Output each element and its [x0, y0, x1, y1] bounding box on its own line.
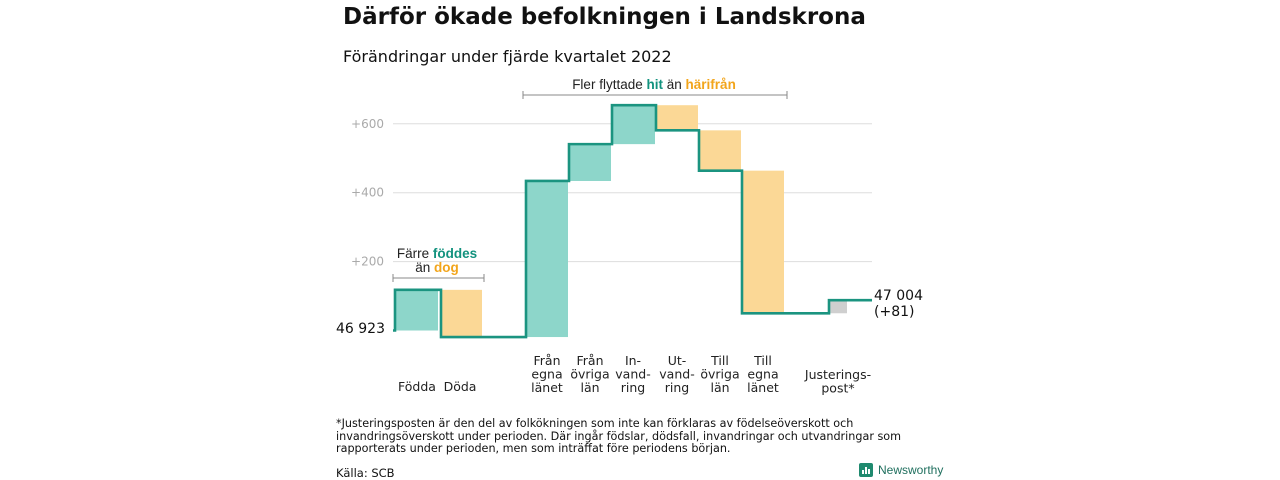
footnote: *Justeringsposten är den del av folkökni…	[336, 417, 902, 456]
end-change-label: (+81)	[874, 304, 914, 320]
y-tick-label: +400	[351, 186, 384, 200]
births-annotation-line1: Färre föddes	[397, 246, 477, 261]
category-label: egna	[747, 367, 778, 382]
births-annotation-text2: än	[415, 260, 430, 275]
deaths-annotation-strong: dog	[434, 260, 459, 275]
brand-name: Newsworthy	[878, 463, 944, 477]
category-label: In-	[625, 353, 641, 368]
start-value-label: 46 923	[336, 321, 385, 337]
waterfall-bar	[395, 289, 438, 331]
waterfall-bar	[656, 105, 698, 131]
source-label: Källa: SCB	[336, 466, 395, 480]
end-value-label: 47 004	[874, 288, 923, 304]
migration-annotation-strong1: hit	[646, 77, 663, 92]
line-layer	[393, 103, 872, 339]
category-label: län	[580, 380, 599, 395]
births-annotation-line2: än dog	[415, 260, 459, 275]
category-label: post*	[821, 381, 854, 396]
migration-annotation-strong2: härifrån	[686, 77, 736, 92]
waterfall-bar	[699, 130, 741, 171]
category-label: Justerings-	[804, 367, 871, 382]
y-tick-label: +200	[351, 255, 384, 269]
category-label: län	[710, 380, 729, 395]
category-label: Ut-	[668, 353, 687, 368]
category-label: länet	[531, 380, 563, 395]
category-label: Döda	[444, 379, 477, 394]
category-label: Till	[753, 353, 772, 368]
migration-annotation-prefix: Fler flyttade	[572, 77, 643, 92]
waterfall-bar	[441, 289, 482, 338]
births-annotation-text: Färre	[397, 246, 429, 261]
category-label: övriga	[700, 367, 739, 382]
category-label: ring	[665, 380, 689, 395]
waterfall-bar	[829, 300, 847, 314]
category-label: Från	[576, 353, 603, 368]
migration-annotation: Fler flyttade hit än härifrån	[522, 77, 788, 99]
migration-annotation-text: Fler flyttade hit än härifrån	[572, 77, 736, 92]
bar-layer	[395, 105, 847, 338]
waterfall-bar	[569, 144, 611, 181]
waterfall-bar	[742, 170, 784, 314]
births-annotation: Färre föddes än dog	[392, 246, 485, 282]
category-label: övriga	[570, 367, 609, 382]
category-label: Till	[710, 353, 729, 368]
category-label: vand-	[659, 367, 694, 382]
migration-annotation-middle: än	[667, 77, 682, 92]
brand-logo: Newsworthy	[859, 463, 943, 477]
newsworthy-icon	[859, 463, 873, 477]
grid-layer	[393, 123, 872, 263]
y-tick-label: +600	[351, 117, 384, 131]
chart-title: Därför ökade befolkningen i Landskrona	[343, 4, 866, 30]
chart-subtitle: Förändringar under fjärde kvartalet 2022	[343, 47, 672, 66]
category-label: egna	[531, 367, 562, 382]
category-label: ring	[621, 380, 645, 395]
births-annotation-strong: föddes	[433, 246, 477, 261]
category-label: Från	[533, 353, 560, 368]
cumulative-step-line	[393, 103, 872, 339]
category-label: länet	[747, 380, 779, 395]
category-label: vand-	[615, 367, 650, 382]
category-label: Födda	[398, 379, 436, 394]
waterfall-bar	[526, 180, 568, 338]
waterfall-bar	[612, 105, 655, 145]
